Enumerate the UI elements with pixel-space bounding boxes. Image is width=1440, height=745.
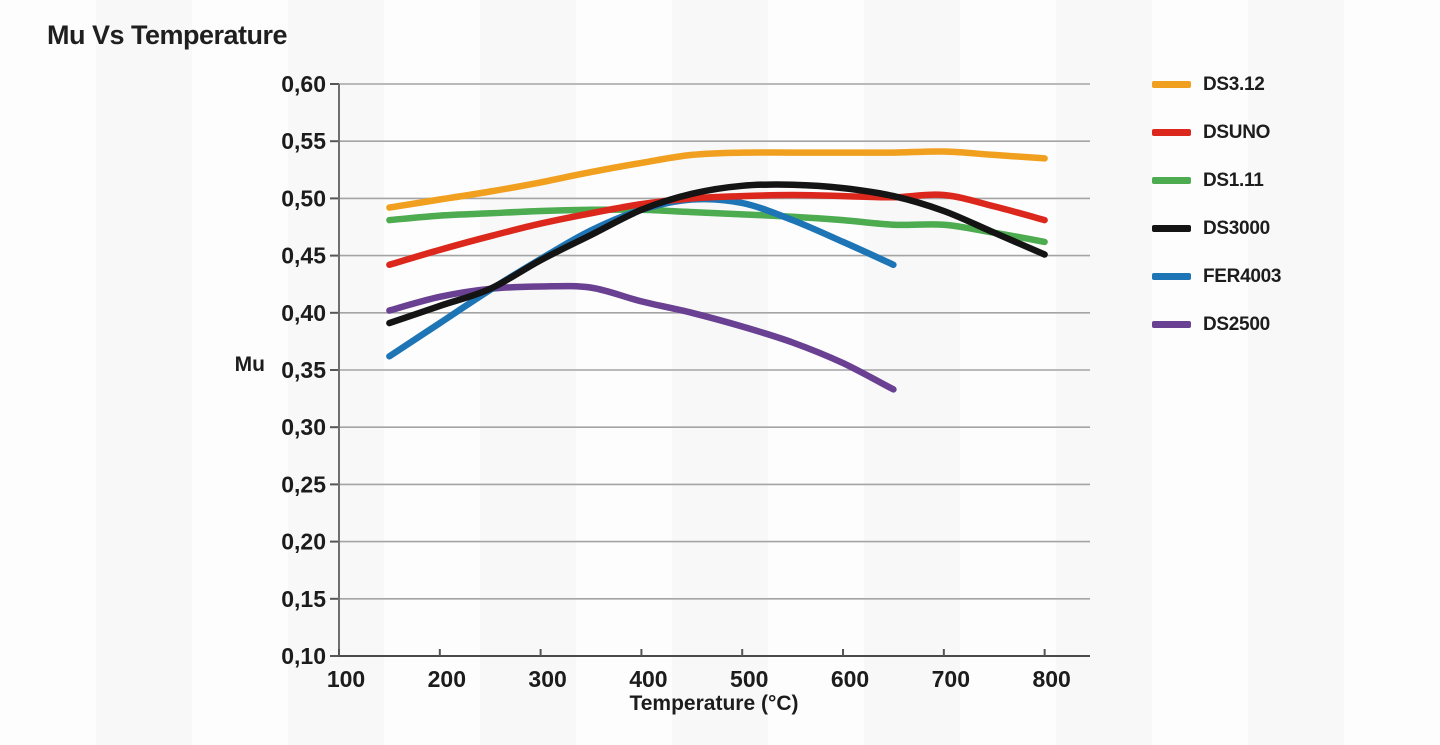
series-line-DS3000 xyxy=(386,181,1048,327)
x-tick-label: 800 xyxy=(1032,666,1070,692)
y-tick-label: 0,30 xyxy=(281,414,326,440)
legend-swatch-FER4003 xyxy=(1152,273,1191,280)
axes xyxy=(330,83,1090,657)
legend-swatch-DS3.12 xyxy=(1152,81,1191,88)
y-axis-title: Mu xyxy=(234,353,265,376)
legend-item-DS3000: DS3000 xyxy=(1152,218,1281,239)
legend-label: DS3000 xyxy=(1203,217,1270,239)
y-tick-label: 0,55 xyxy=(281,128,326,154)
y-tick-label: 0,20 xyxy=(281,529,326,555)
x-tick-label: 400 xyxy=(629,666,667,692)
series-line-DS2500 xyxy=(386,282,897,393)
series-lines xyxy=(386,148,1048,393)
y-tick-label: 0,35 xyxy=(281,357,326,383)
x-tick-label: 300 xyxy=(528,666,566,692)
series-line-FER4003 xyxy=(386,195,897,360)
legend-item-DS1.11: DS1.11 xyxy=(1152,170,1281,191)
legend-swatch-DS3000 xyxy=(1152,225,1191,232)
legend-item-DSUNO: DSUNO xyxy=(1152,122,1281,143)
series-line-DSUNO xyxy=(386,191,1048,269)
tick-labels: 0,60 0,55 0,50 0,45 0,40 0,35 0,30 0,25 0,20 0,15… xyxy=(281,71,1071,692)
y-tick-label: 0,40 xyxy=(281,300,326,326)
x-tick-label: 100 xyxy=(327,666,365,692)
series-line-DS3.12 xyxy=(386,148,1048,211)
y-tick-label: 0,25 xyxy=(281,471,326,497)
y-tick-label: 0,15 xyxy=(281,586,326,612)
y-tick-label: 0,45 xyxy=(281,243,326,269)
legend-label: DS2500 xyxy=(1203,313,1270,335)
y-tick-label: 0,60 xyxy=(281,71,326,97)
legend-item-DS3.12: DS3.12 xyxy=(1152,74,1281,95)
legend: DS3.12 DSUNO DS1.11 DS3000 FER4003 DS2500 xyxy=(1152,74,1281,335)
legend-swatch-DS1.11 xyxy=(1152,177,1191,184)
legend-item-DS2500: DS2500 xyxy=(1152,314,1281,335)
legend-label: FER4003 xyxy=(1203,265,1282,287)
legend-swatch-DSUNO xyxy=(1152,129,1191,136)
gridlines xyxy=(339,83,1090,600)
y-tick-label: 0,50 xyxy=(281,185,326,211)
chart-title: Mu Vs Temperature xyxy=(47,20,288,50)
legend-item-FER4003: FER4003 xyxy=(1152,266,1281,287)
x-tick-label: 600 xyxy=(831,666,869,692)
x-axis-title: Temperature (°C) xyxy=(629,692,799,715)
legend-label: DS1.11 xyxy=(1203,169,1264,191)
legend-label: DSUNO xyxy=(1203,121,1271,143)
x-tick-label: 500 xyxy=(730,666,768,692)
x-tick-label: 200 xyxy=(428,666,466,692)
legend-swatch-DS2500 xyxy=(1152,321,1191,328)
y-tick-label: 0,10 xyxy=(281,643,326,669)
legend-label: DS3.12 xyxy=(1203,73,1265,95)
x-tick-label: 700 xyxy=(932,666,970,692)
series-line-DS1.11 xyxy=(386,206,1048,246)
